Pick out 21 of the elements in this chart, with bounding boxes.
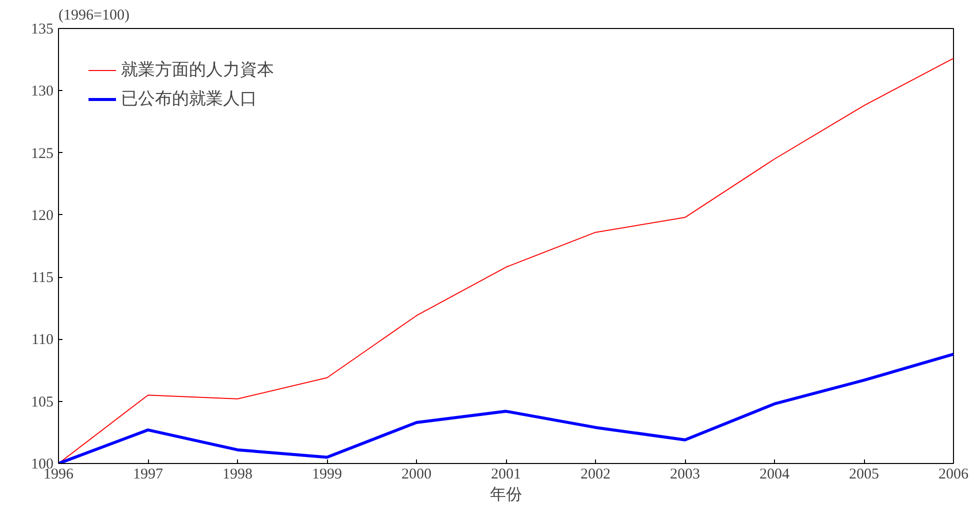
y-tick-label: 115: [32, 270, 54, 286]
y-tick-label: 105: [31, 394, 54, 410]
x-tick-label: 2002: [580, 466, 610, 482]
x-tick-label: 2003: [670, 466, 700, 482]
x-tick-label: 2006: [938, 466, 969, 482]
x-tick-label: 1998: [222, 466, 252, 482]
x-tick-label: 1999: [312, 466, 342, 482]
legend-label: 已公布的就業人口: [121, 88, 257, 110]
x-axis-title: 年份: [490, 486, 522, 504]
x-tick-label: 2000: [402, 466, 432, 482]
y-tick-label: 120: [31, 208, 54, 224]
x-tick-label: 1997: [133, 466, 164, 482]
y-tick-label: 135: [31, 22, 54, 38]
y-tick-label: 130: [31, 84, 54, 100]
x-tick-label: 2004: [760, 466, 790, 482]
x-tick-label: 2005: [849, 466, 879, 482]
y-axis-title: (1996=100): [58, 8, 130, 24]
legend-label: 就業方面的人力資本: [121, 59, 274, 81]
x-tick-label: 2001: [491, 466, 521, 482]
y-tick-label: 125: [31, 146, 54, 162]
y-tick-label: 110: [32, 332, 54, 348]
